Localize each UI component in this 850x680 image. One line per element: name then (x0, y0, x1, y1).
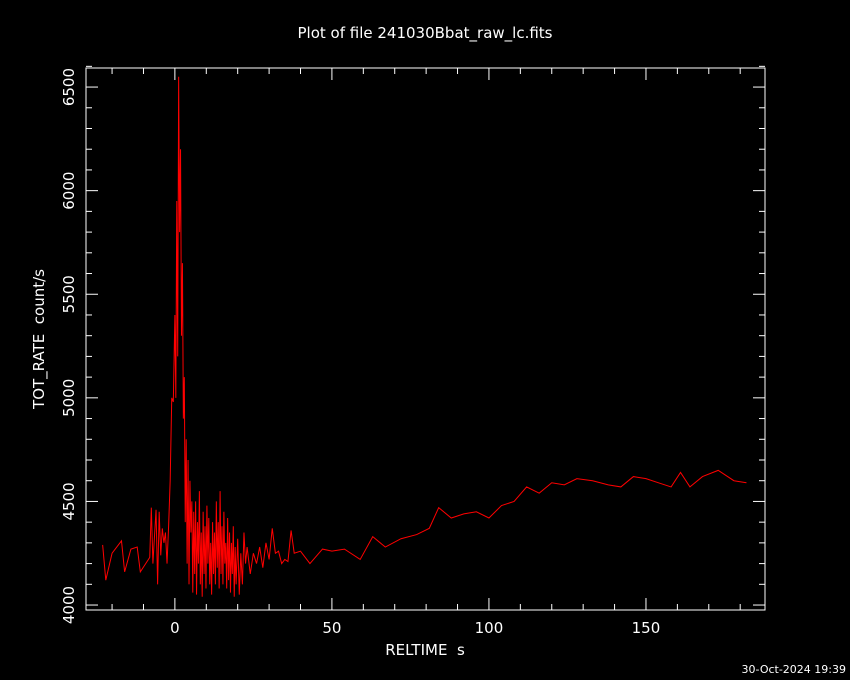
x-tick-label: 50 (322, 619, 341, 637)
x-tick-label: 150 (632, 619, 661, 637)
y-axis-label: TOT_RATE count/s (30, 269, 49, 410)
y-tick-label: 4000 (60, 586, 78, 624)
y-tick-label: 6500 (60, 68, 78, 106)
light-curve (102, 76, 747, 597)
x-axis-label: RELTIME s (385, 641, 465, 659)
plot-frame (85, 67, 766, 611)
chart-title: Plot of file 241030Bbat_raw_lc.fits (298, 24, 553, 43)
y-tick-label: 6000 (60, 172, 78, 210)
x-tick-label: 100 (475, 619, 504, 637)
x-tick-label: 0 (170, 619, 180, 637)
y-tick-label: 4500 (60, 482, 78, 520)
y-tick-label: 5000 (60, 379, 78, 417)
footer: 30-Oct-2024 19:39 (742, 663, 846, 676)
y-tick-label: 5500 (60, 275, 78, 313)
